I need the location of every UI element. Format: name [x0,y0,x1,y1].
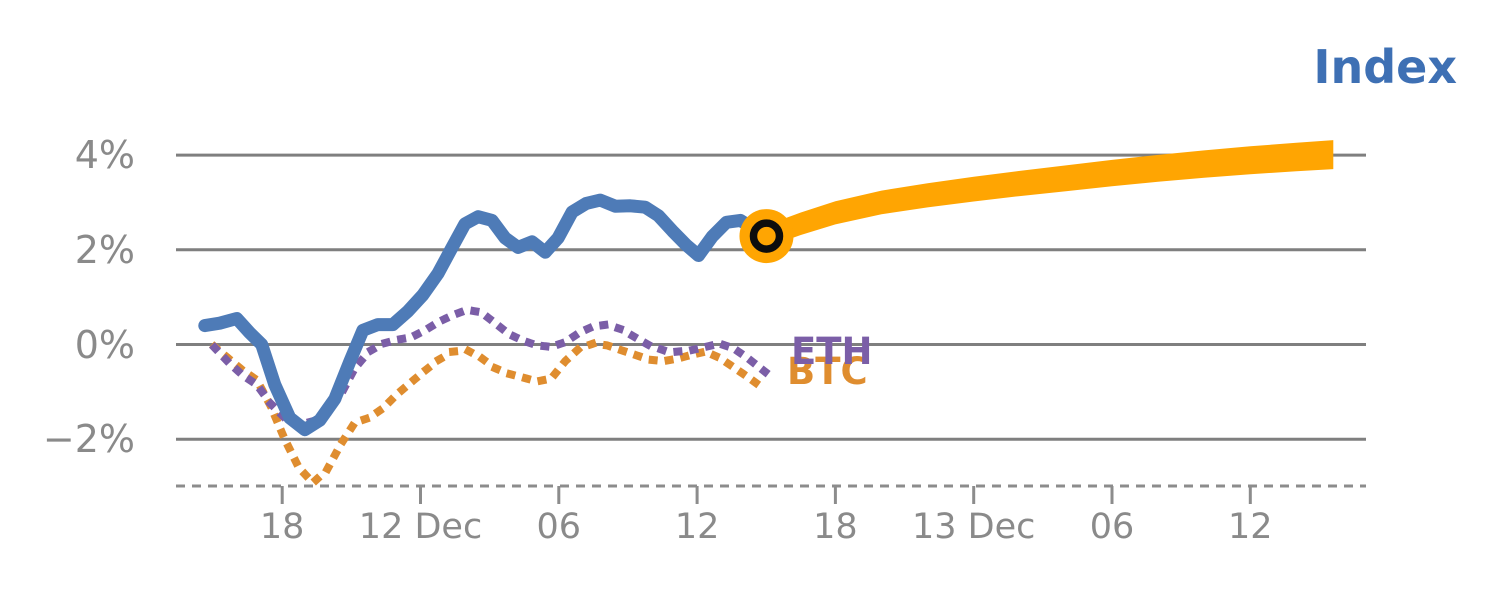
x-axis-label: 13 Dec [911,507,1036,547]
x-axis-label: 12 [1228,507,1273,547]
chart-title: Index [1313,40,1457,94]
forecast-start-marker [739,209,794,264]
btc-series-label: BTC [787,350,868,393]
x-axis-label: 12 Dec [358,507,483,547]
x-axis-label: 06 [1089,507,1135,547]
x-axis-label: 18 [259,507,305,547]
y-axis-label: 4% [74,133,135,178]
y-axis-label: 0% [74,322,135,367]
index-line [198,193,773,437]
eth-series-label: ETH [791,330,873,373]
x-axis-label: 06 [536,507,582,547]
x-axis-label: 12 [674,507,720,547]
forecast-band [766,140,1334,248]
y-axis-label: −2% [42,417,135,462]
forecast-start-marker-ring [749,219,784,253]
eth-line [209,305,773,429]
btc-line [209,339,764,487]
y-axis-label: 2% [74,227,135,272]
x-axis-label: 18 [813,507,858,547]
